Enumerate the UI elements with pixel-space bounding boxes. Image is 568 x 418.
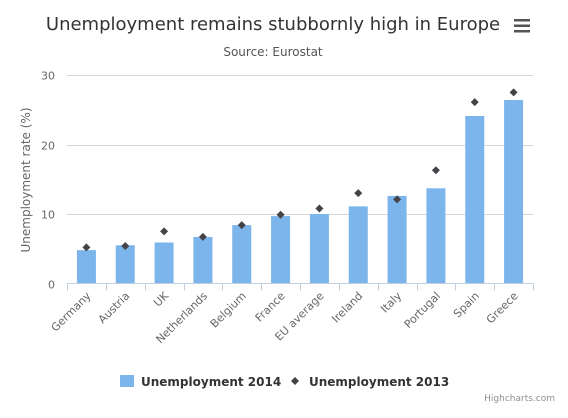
marker-diamond[interactable]: [198, 232, 207, 241]
y-axis-ticks: 0 10 20 30: [41, 70, 55, 292]
marker-diamond[interactable]: [509, 88, 518, 97]
marker-series: [82, 88, 518, 252]
bar[interactable]: [426, 188, 446, 284]
legend: Unemployment 2014 Unemployment 2013: [120, 375, 449, 389]
marker-diamond[interactable]: [160, 227, 169, 236]
legend-item-2014[interactable]: Unemployment 2014: [120, 375, 281, 389]
y-axis-title: Unemployment rate (%): [19, 107, 33, 252]
y-tick-label: 20: [41, 140, 55, 153]
chart-subtitle: Source: Eurostat: [223, 45, 323, 59]
marker-diamond[interactable]: [237, 221, 246, 230]
bar[interactable]: [309, 214, 329, 284]
legend-square-icon: [120, 375, 134, 387]
legend-label-2014: Unemployment 2014: [141, 375, 281, 389]
marker-diamond[interactable]: [276, 210, 285, 219]
marker-diamond[interactable]: [315, 204, 324, 213]
bar[interactable]: [193, 236, 213, 284]
highcharts-credit-link[interactable]: Highcharts.com: [484, 394, 555, 404]
bar[interactable]: [154, 242, 174, 284]
y-tick-label: 30: [41, 70, 55, 83]
legend-item-2013[interactable]: Unemployment 2013: [291, 375, 449, 389]
bar[interactable]: [465, 116, 485, 284]
legend-label-2013: Unemployment 2013: [309, 375, 449, 389]
marker-diamond[interactable]: [121, 241, 130, 250]
bar[interactable]: [348, 206, 368, 284]
hamburger-menu-icon[interactable]: [508, 14, 534, 38]
chart-title: Unemployment remains stubbornly high in …: [46, 14, 500, 35]
marker-diamond[interactable]: [82, 243, 91, 252]
marker-diamond[interactable]: [470, 98, 479, 107]
x-axis-ticks: [67, 283, 534, 291]
marker-diamond[interactable]: [393, 195, 402, 204]
marker-diamond[interactable]: [354, 189, 363, 198]
bar[interactable]: [271, 216, 291, 284]
bar[interactable]: [76, 250, 96, 284]
bar[interactable]: [504, 100, 524, 284]
bar[interactable]: [232, 225, 252, 284]
bar-series: [76, 100, 524, 284]
legend-diamond-icon: [291, 377, 299, 385]
bar[interactable]: [115, 245, 135, 284]
bar[interactable]: [387, 195, 407, 284]
gridlines: [67, 75, 533, 215]
y-tick-label: 0: [48, 279, 55, 292]
y-tick-label: 10: [41, 209, 55, 222]
marker-diamond[interactable]: [431, 166, 440, 175]
